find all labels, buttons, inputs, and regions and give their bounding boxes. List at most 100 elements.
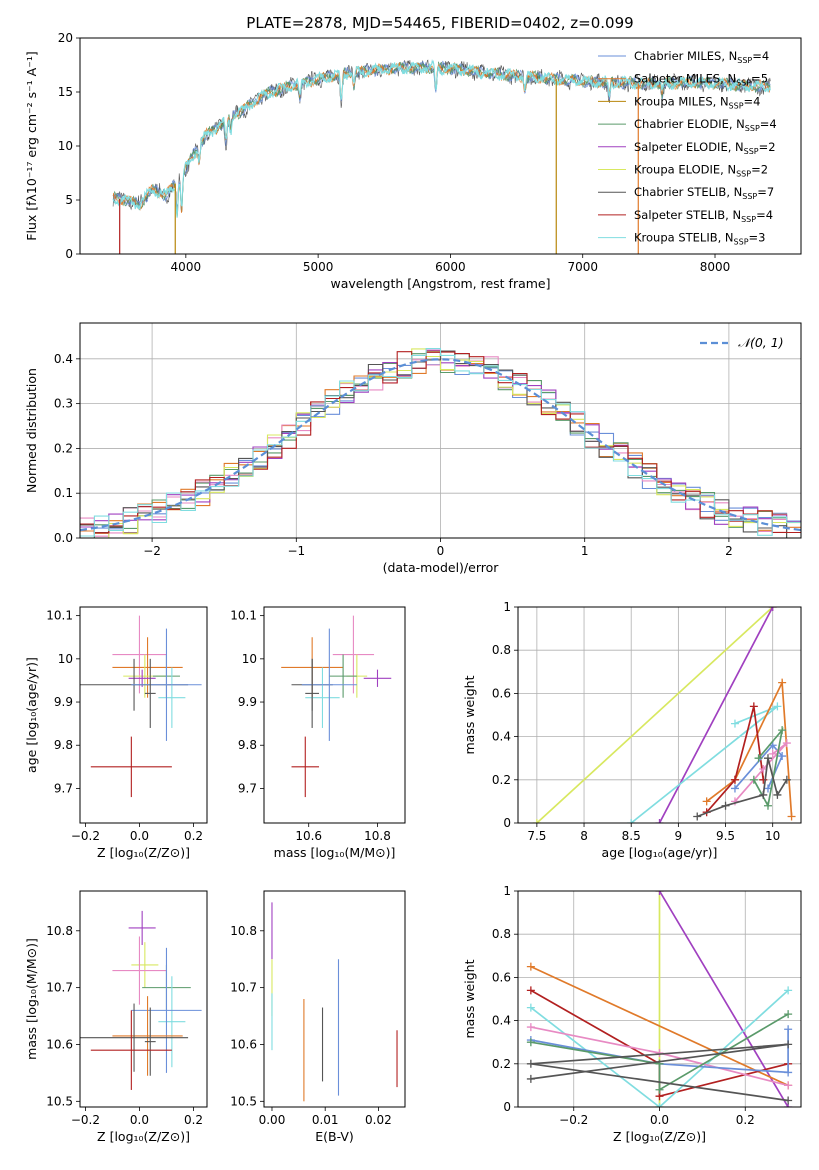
weight-vs-age-ytick-label: 0.6 — [492, 686, 511, 700]
mass-vs-z-axes: −0.2 0.0 0.2 10.5 10.6 10.7 10.8 Z [log₁₀(Z/Z⊙)… — [24, 924, 203, 1144]
weight-vs-age-ytick-label: 0.2 — [492, 773, 511, 787]
weight-vs-age-marker — [754, 754, 763, 763]
weight-vs-age-marker — [730, 784, 739, 793]
weight-vs-age-line — [536, 607, 774, 823]
weight-vs-age-marker — [721, 801, 730, 810]
weight-vs-z-marker — [784, 1068, 793, 1077]
age-vs-z-ytick-label: 9.9 — [54, 695, 73, 709]
legend-entry: Chabrier STELIB, NSSP=7 — [634, 185, 774, 201]
legend-entry-sub: SSP — [744, 147, 759, 156]
legend-entry-sub: SSP — [736, 79, 751, 88]
weight-vs-z-ytick-label: 0.6 — [492, 970, 511, 984]
weight-vs-age-line — [753, 727, 784, 809]
weight-vs-age-xtick-label: 8 — [580, 829, 588, 843]
weight-vs-z-marker — [526, 1074, 535, 1083]
residual-ytick-label: 0.4 — [54, 352, 73, 366]
age-vs-z-point — [131, 628, 202, 741]
age-vs-mass-xlabel: mass [log₁₀(M/M⊙)] — [274, 845, 396, 860]
weight-vs-z-ylabel: mass weight — [462, 959, 477, 1038]
age-vs-z-point — [112, 637, 183, 698]
mass-vs-z-point — [80, 1003, 189, 1072]
age-vs-mass-point — [301, 628, 357, 741]
spectrum-axes: 4000 5000 6000 7000 8000 0 5 10 15 20 wavelength [… — [24, 31, 730, 291]
age-vs-z-points — [80, 615, 202, 798]
legend-entry-sub: SSP — [737, 56, 752, 65]
legend-entry-label: Salpeter STELIB, N — [634, 208, 741, 222]
mass-vs-z-ytick-label: 10.7 — [46, 981, 73, 995]
weight-vs-z-marker — [655, 891, 664, 895]
weight-vs-age-marker — [787, 812, 796, 821]
legend-entry-sub: SSP — [745, 124, 760, 133]
normal-curve — [80, 358, 801, 532]
weight-vs-age-line — [734, 742, 788, 802]
age-vs-mass-point — [291, 736, 320, 798]
mass-vs-z-point — [131, 947, 202, 1073]
age-vs-z-point — [128, 669, 156, 687]
weight-vs-z-marker — [655, 1103, 664, 1107]
spectrum-ytick-label: 15 — [58, 85, 73, 99]
spectrum-xtick-label: 5000 — [303, 260, 334, 274]
weight-vs-age-marker — [532, 819, 541, 823]
mass-vs-ebv-ytick-label: 10.7 — [230, 981, 257, 995]
age-vs-mass-ytick-label: 9.7 — [238, 781, 257, 795]
legend-entry-label: Kroupa STELIB, N — [634, 231, 734, 245]
weight-vs-age-marker — [773, 790, 782, 799]
weight-vs-age-marker — [782, 739, 791, 748]
weight-vs-z-ytick-label: 0 — [503, 1100, 511, 1114]
mass-vs-z-point — [112, 936, 167, 1005]
age-vs-z-xlabel: Z [log₁₀(Z/Z⊙)] — [97, 845, 190, 860]
weight-vs-age-marker — [768, 607, 777, 611]
age-vs-z-frame — [79, 606, 208, 824]
residual-steps — [80, 347, 801, 538]
age-vs-z-ylabel: age [log₁₀(age/yr)] — [24, 657, 39, 773]
mass-vs-ebv-points — [271, 902, 398, 1102]
weight-vs-z-marker — [655, 1085, 664, 1094]
residual-xtick-label: 2 — [725, 544, 733, 558]
figure-title: PLATE=2878, MJD=54465, FIBERID=0402, z=0… — [246, 14, 633, 32]
weight-vs-age-marker — [778, 752, 787, 761]
mass-vs-z-xtick-label: 0.0 — [130, 1113, 149, 1127]
legend-entry-label: Chabrier ELODIE, N — [634, 117, 745, 131]
age-vs-mass-ytick-label: 9.9 — [238, 695, 257, 709]
legend-entry: Kroupa STELIB, NSSP=3 — [634, 231, 765, 247]
weight-vs-age-ytick-label: 0.8 — [492, 643, 511, 657]
age-vs-z-axes: −0.2 0.0 0.2 9.7 9.8 9.9 10 10.1 Z [log₁₀(Z/Z⊙)]… — [24, 609, 203, 860]
legend-entry-suffix: =7 — [757, 185, 774, 199]
legend-entry-suffix: =2 — [751, 163, 768, 177]
spectrum-xtick-label: 7000 — [567, 260, 598, 274]
weight-vs-z-xtick-label: 0.2 — [736, 1113, 755, 1127]
age-vs-z-xtick-label: −0.2 — [71, 829, 100, 843]
age-vs-mass-xtick-label: 10.6 — [295, 829, 322, 843]
age-vs-z-ytick-label: 10 — [58, 652, 73, 666]
legend-entry: Kroupa ELODIE, NSSP=2 — [634, 163, 768, 179]
weight-vs-age-marker — [702, 797, 711, 806]
legend-entry: Salpeter STELIB, NSSP=4 — [634, 208, 773, 224]
spectrum-ytick-label: 20 — [58, 31, 73, 45]
age-vs-z-ytick-label: 10.1 — [46, 609, 73, 623]
weight-vs-age-xlabel: age [log₁₀(age/yr)] — [602, 845, 718, 860]
spectrum-frame — [79, 37, 802, 255]
age-vs-mass-point — [363, 669, 392, 687]
weight-vs-z-line — [530, 989, 789, 1107]
age-vs-z-ytick-label: 9.7 — [54, 781, 73, 795]
mass-vs-ebv-axes: 0.00 0.01 0.02 10.5 10.6 10.7 10.8 E(B-V) — [230, 924, 391, 1144]
weight-vs-age-xtick-label: 10 — [765, 829, 780, 843]
spectrum-series-line — [112, 59, 771, 218]
residual-histogram-series — [80, 348, 801, 538]
weight-vs-age-marker — [693, 812, 702, 821]
mass-vs-z-point — [144, 1007, 156, 1076]
weight-vs-age-marker — [763, 754, 772, 763]
residual-xtick-label: −1 — [287, 544, 305, 558]
weight-vs-age-marker — [730, 775, 739, 784]
weight-vs-z-ytick-label: 0.8 — [492, 927, 511, 941]
weight-vs-z-line — [658, 891, 789, 1107]
legend-entry-suffix: =4 — [756, 208, 773, 222]
age-vs-z-point — [90, 736, 172, 798]
age-vs-z-xtick-label: 0.0 — [130, 829, 149, 843]
legend-entry-label: Kroupa MILES, N — [634, 94, 729, 108]
weight-vs-z-marker — [784, 1081, 793, 1090]
legend-entry: Chabrier MILES, NSSP=4 — [634, 49, 769, 65]
mass-vs-z-ytick-label: 10.6 — [46, 1037, 73, 1051]
weight-vs-age-marker — [773, 702, 782, 711]
weight-vs-z-marker — [526, 1038, 535, 1047]
